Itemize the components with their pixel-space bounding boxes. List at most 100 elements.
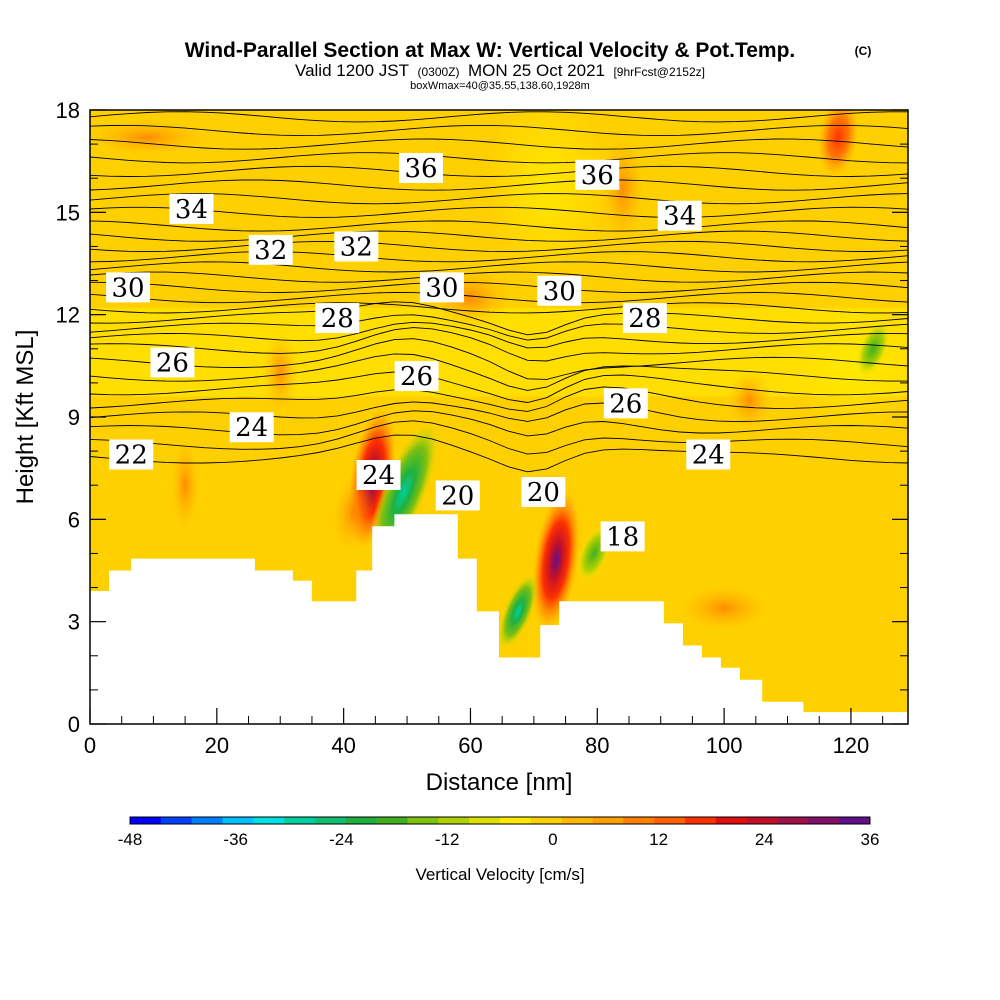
colorbar-swatch — [191, 817, 223, 824]
theta-label-box — [334, 231, 379, 262]
downdraft-core — [498, 573, 538, 649]
x-tick-label: 0 — [84, 733, 96, 758]
colorbar: -48 -36 -24 -12 0 12 24 36 — [118, 816, 880, 849]
theta-label-box — [575, 159, 620, 190]
theta-label-text: 24 — [362, 461, 395, 491]
colorbar-swatch — [315, 817, 347, 824]
theta-label: 30 — [537, 275, 582, 307]
x-tick-label: 20 — [205, 733, 229, 758]
theta-contour-line — [90, 353, 908, 391]
field-weak-updraft — [90, 119, 208, 156]
theta-contours — [90, 111, 908, 473]
y-tick-label: 15 — [56, 200, 80, 225]
theta-contour-line — [90, 152, 908, 164]
theta-contour-line — [90, 338, 908, 380]
theta-contour-line — [90, 301, 908, 336]
x-tick-label: 100 — [706, 733, 743, 758]
plot-area: 36 36 34 34 32 32 30 30 30 28 28 26 26 26 24 24 24 22 20 20… — [90, 110, 908, 724]
y-tick-label: 12 — [56, 303, 80, 328]
colorbar-swatch — [407, 817, 439, 824]
box-info: boxWmax=40@35.55,138.60,1928m — [410, 80, 590, 92]
theta-label: 32 — [248, 234, 293, 266]
colorbar-swatch — [500, 817, 532, 824]
theta-contour-line — [90, 111, 908, 123]
terrain — [90, 514, 908, 724]
x-tick-label: 60 — [458, 733, 482, 758]
theta-contour-line — [90, 321, 908, 349]
colorbar-swatch — [808, 817, 840, 824]
chart-title: Wind-Parallel Section at Max W: Vertical… — [185, 39, 796, 62]
theta-contour-line — [90, 240, 908, 253]
theta-contour-line — [90, 261, 908, 273]
theta-label-text: 36 — [581, 161, 614, 191]
valid-zulu: (0300Z) — [417, 65, 459, 79]
colorbar-swatch — [685, 817, 717, 824]
theta-label-box — [622, 303, 667, 334]
colorbar-tick-label: 0 — [548, 830, 557, 849]
theta-label-box — [419, 272, 464, 303]
colorbar-swatch — [654, 817, 686, 824]
theta-contour-line — [90, 193, 908, 205]
theta-label-box — [229, 412, 274, 443]
theta-contour-line — [90, 179, 908, 191]
theta-label-box — [394, 361, 439, 392]
theta-label-box — [435, 480, 480, 511]
theta-label-text: 24 — [692, 441, 725, 471]
theta-label-box — [169, 193, 214, 224]
colorbar-swatch — [561, 817, 593, 824]
colorbar-tick-label: 36 — [861, 830, 880, 849]
theta-label: 36 — [399, 152, 444, 184]
theta-label: 20 — [521, 477, 566, 508]
theta-label-text: 20 — [527, 478, 560, 508]
theta-label-text: 30 — [543, 277, 576, 307]
colorbar-swatch — [530, 817, 562, 824]
x-axis-title: Distance [nm] — [426, 769, 573, 796]
colorbar-swatch — [623, 817, 655, 824]
colorbar-swatch — [130, 817, 162, 824]
theta-label: 20 — [435, 480, 480, 511]
theta-contour-line — [90, 302, 908, 314]
theta-label-text: 26 — [400, 362, 433, 392]
theta-label: 30 — [106, 272, 151, 303]
theta-contour-line — [90, 251, 908, 263]
theta-label-box — [537, 275, 582, 306]
theta-label: 32 — [334, 231, 379, 262]
theta-contour-line — [90, 206, 908, 218]
x-axis: 0 20 40 60 80 100 120 — [84, 708, 884, 758]
theta-contour-line — [90, 410, 908, 437]
theta-label-text: 26 — [156, 348, 189, 378]
field-weak-updraft — [679, 586, 770, 631]
theta-label-text: 18 — [606, 522, 639, 552]
colorbar-swatch — [746, 817, 778, 824]
colorbar-swatch — [839, 817, 871, 824]
theta-label-box — [600, 521, 645, 552]
title-copyright-mark: (C) — [855, 44, 872, 58]
theta-contour-line — [90, 230, 908, 242]
updraft-core — [817, 110, 859, 177]
theta-contour-labels: 36 36 34 34 32 32 30 30 30 28 28 26 26 26 24 24 24 22 20 20… — [106, 152, 731, 552]
colorbar-swatch — [777, 817, 809, 824]
theta-label-box — [657, 200, 702, 231]
colorbar-frame — [129, 816, 871, 825]
valid-date: MON 25 Oct 2021 — [468, 61, 605, 80]
colorbar-tick-label: 24 — [755, 830, 774, 849]
theta-label-box — [109, 439, 154, 470]
theta-contour-line — [90, 271, 908, 283]
theta-contour-line — [90, 220, 908, 232]
theta-contour-line — [90, 434, 908, 473]
colorbar-swatch — [345, 817, 377, 824]
vertical-velocity-field — [90, 110, 908, 649]
colorbar-tick-label: 12 — [649, 830, 668, 849]
theta-label-text: 28 — [628, 304, 661, 334]
colorbar-swatch — [469, 817, 501, 824]
theta-label-text: 26 — [609, 389, 642, 419]
colorbar-swatch — [592, 817, 624, 824]
colorbar-tick-label: -36 — [223, 830, 248, 849]
theta-label: 30 — [419, 272, 464, 303]
colorbar-swatch — [284, 817, 316, 824]
theta-contour-line — [90, 401, 908, 423]
updraft-core — [332, 472, 374, 553]
theta-contour-line — [90, 327, 908, 362]
